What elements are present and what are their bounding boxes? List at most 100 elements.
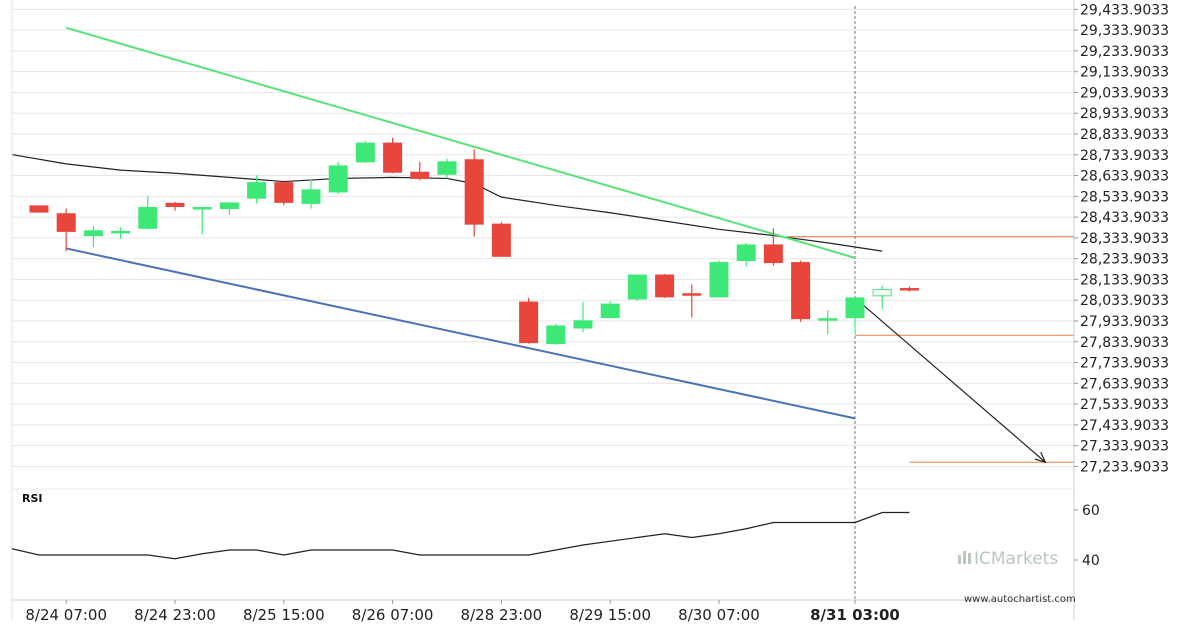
candle-body (192, 207, 212, 210)
candle (655, 274, 675, 298)
candle (736, 242, 756, 267)
price-tick-label: 28,233.9033 (1080, 252, 1169, 268)
candle-body (491, 223, 511, 257)
candle (600, 301, 620, 319)
candle (247, 175, 267, 204)
price-tick-label: 28,333.9033 (1080, 231, 1169, 247)
rsi-panel: RSI 60 40 (11, 492, 1100, 569)
candle-body (791, 262, 811, 320)
candle (165, 201, 185, 211)
price-tick-label: 27,433.9033 (1080, 418, 1169, 434)
lower-trendline (65, 247, 856, 420)
url-watermark: www.autochartist.com (964, 594, 1076, 605)
axis-layer: 29,433.9033 29,333.9033 29,233.9033 29,133.… (11, 0, 1169, 624)
candle-body (56, 213, 76, 232)
candle (573, 302, 593, 333)
candle-body (818, 318, 838, 321)
candle (519, 297, 539, 344)
candle-body (83, 230, 103, 237)
price-tick-label: 28,033.9033 (1080, 293, 1169, 309)
candle-body (519, 301, 539, 344)
candle (872, 285, 892, 310)
candle-body (899, 288, 919, 291)
upper-trendline (65, 26, 856, 259)
price-tick-label: 28,733.9033 (1080, 148, 1169, 164)
candle-body (627, 274, 647, 300)
time-tick-label: 8/25 15:00 (243, 606, 325, 624)
candle-body (219, 202, 239, 210)
candle (355, 141, 375, 163)
candle (56, 208, 76, 252)
indicator-layer (11, 6, 1074, 600)
candle (219, 202, 239, 215)
price-tick-label: 28,833.9033 (1080, 127, 1169, 143)
price-tick-label: 28,633.9033 (1080, 169, 1169, 185)
candle-body (464, 159, 484, 225)
price-tick-label: 27,533.9033 (1080, 397, 1169, 413)
rsi-tick-label: 60 (1082, 503, 1100, 519)
candle (83, 226, 103, 247)
candle (29, 205, 49, 213)
candle (274, 181, 294, 206)
price-tick-label: 29,033.9033 (1080, 85, 1169, 101)
rsi-title: RSI (22, 492, 43, 505)
price-tick-label: 27,333.9033 (1080, 439, 1169, 455)
price-tick-label: 29,433.9033 (1080, 2, 1169, 18)
candle (437, 158, 457, 179)
time-tick-label: 8/29 15:00 (569, 606, 651, 624)
price-tick-label: 27,733.9033 (1080, 356, 1169, 372)
candle (383, 137, 403, 174)
candle-body (709, 262, 729, 298)
candle (791, 260, 811, 322)
candle-body (736, 244, 756, 262)
candle (491, 222, 511, 257)
candle-body (111, 230, 131, 234)
candle-body (247, 182, 267, 199)
candle (111, 227, 131, 239)
candle (709, 260, 729, 298)
candle (845, 297, 865, 335)
price-tick-label: 28,133.9033 (1080, 272, 1169, 288)
time-tick-label: 8/26 07:00 (352, 606, 434, 624)
candle-body (845, 297, 865, 319)
candle-body (301, 189, 321, 204)
candle-body (29, 205, 49, 213)
forecast-arrow-line (854, 297, 1046, 463)
time-tick-label: 8/30 07:00 (678, 606, 760, 624)
candle (546, 323, 566, 345)
candle-body (383, 142, 403, 173)
time-tick-label: 8/24 23:00 (134, 606, 216, 624)
candle (192, 206, 212, 235)
price-tick-label: 28,433.9033 (1080, 210, 1169, 226)
time-tick-label: 8/28 23:00 (461, 606, 543, 624)
rsi-tick-label: 40 (1082, 553, 1100, 569)
candles-layer (29, 137, 919, 345)
brand-logo-icon (958, 551, 971, 564)
candle-body (546, 325, 566, 345)
candle-body (573, 320, 593, 329)
candle (138, 196, 158, 230)
candle-body (437, 161, 457, 175)
brand-watermark: ICMarkets (974, 549, 1058, 569)
price-tick-label: 27,833.9033 (1080, 335, 1169, 351)
price-tick-label: 29,133.9033 (1080, 65, 1169, 81)
candle (301, 179, 321, 209)
candle-body (355, 142, 375, 163)
candle (763, 228, 783, 266)
candle (328, 161, 348, 195)
candle-body (274, 182, 294, 203)
price-tick-label: 27,633.9033 (1080, 376, 1169, 392)
price-tick-label: 29,233.9033 (1080, 44, 1169, 60)
candle-body (410, 171, 430, 179)
candle (464, 149, 484, 237)
candle (410, 161, 430, 181)
candle-body (872, 289, 892, 297)
candle (627, 274, 647, 302)
price-tick-label: 29,333.9033 (1080, 23, 1169, 39)
candle-body (165, 202, 185, 207)
watermark: ICMarkets www.autochartist.com (958, 549, 1076, 605)
price-tick-label: 27,233.9033 (1080, 459, 1169, 475)
moving-average-line (11, 153, 883, 252)
